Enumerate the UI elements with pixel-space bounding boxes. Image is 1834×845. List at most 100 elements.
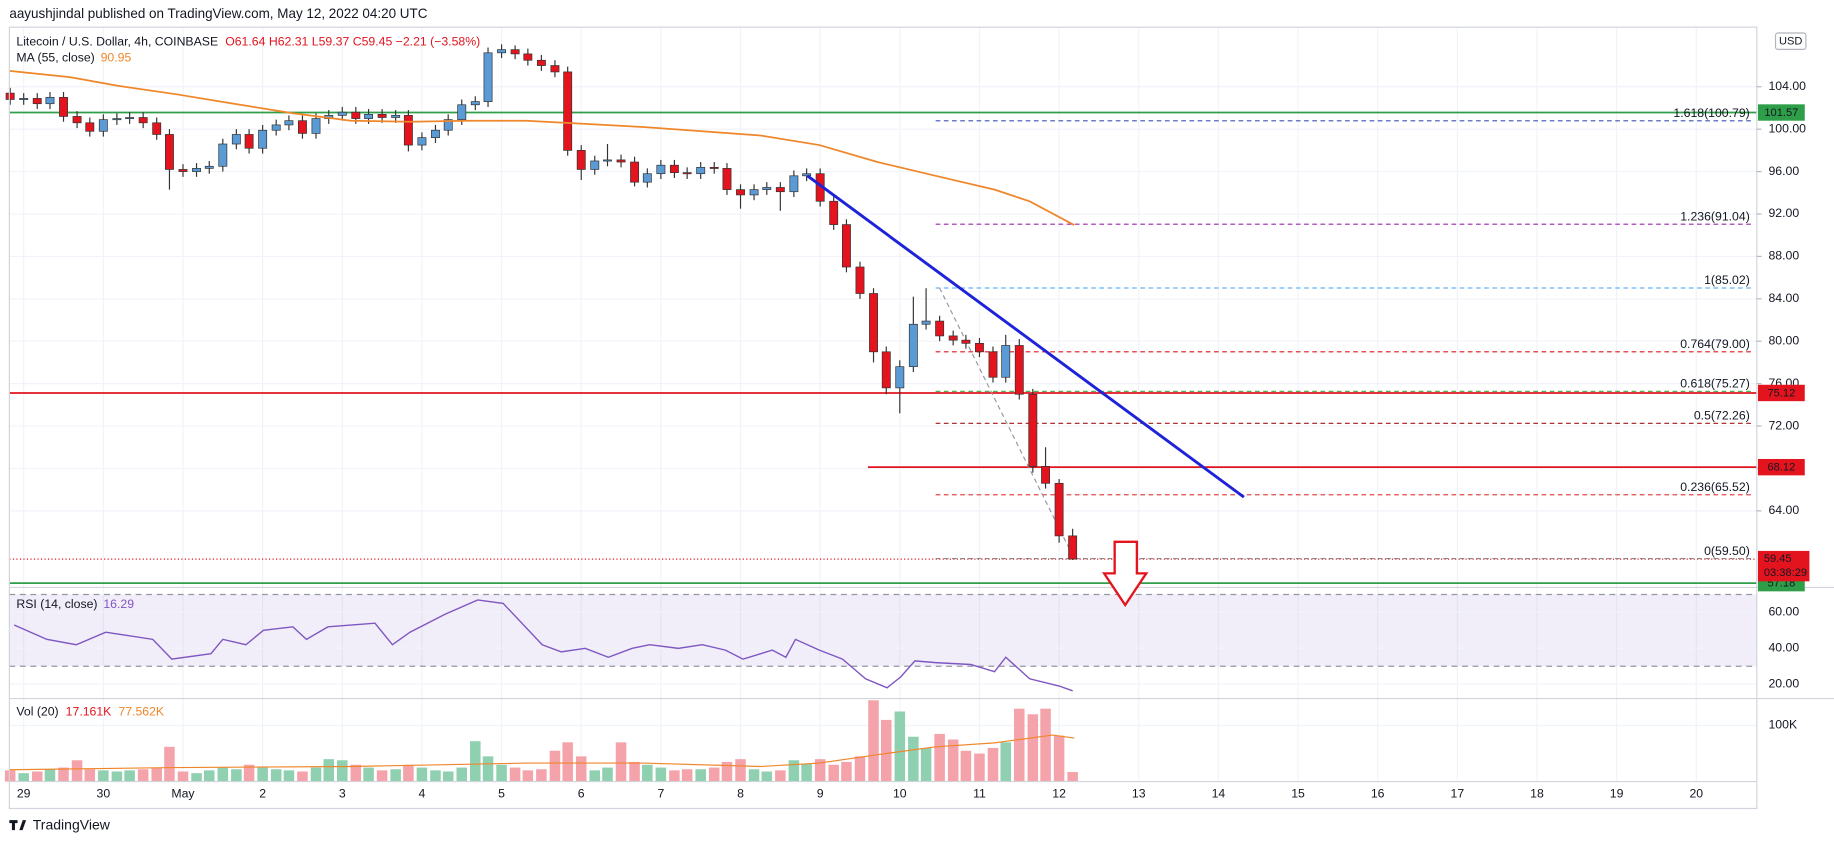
footer-logo: TradingView xyxy=(9,817,111,833)
rsi-tick-label: 60.00 xyxy=(1769,605,1800,619)
candle-body xyxy=(789,175,799,193)
candle-body xyxy=(881,351,891,389)
volume-bar xyxy=(536,769,547,782)
volume-bar xyxy=(403,764,414,782)
x-tick-label: 16 xyxy=(1371,787,1385,801)
volume-bar xyxy=(177,771,189,782)
candle-body xyxy=(457,104,467,120)
volume-bar xyxy=(496,764,507,782)
rsi-legend: RSI (14, close) 16.29 xyxy=(16,597,134,611)
volume-bar xyxy=(695,769,706,782)
volume-bar xyxy=(350,764,362,782)
rsi-tick-label: 40.00 xyxy=(1769,641,1800,655)
candle-body xyxy=(895,366,905,389)
y-tick-label: 88.00 xyxy=(1769,249,1800,263)
y-tick-label: 92.00 xyxy=(1769,206,1800,220)
candle-body xyxy=(72,116,82,124)
volume-ma-line xyxy=(9,734,1075,771)
candle-body xyxy=(709,166,719,169)
volume-bar xyxy=(456,767,468,782)
symbol-title: Litecoin / U.S. Dollar, 4h, COINBASE xyxy=(16,35,218,49)
volume-bar xyxy=(217,767,229,782)
candle-body xyxy=(576,150,586,170)
candle-body xyxy=(590,160,600,170)
volume-bar xyxy=(708,767,720,782)
x-tick-label: 5 xyxy=(498,787,505,801)
fib-label: 0.618(75.27) xyxy=(1680,377,1750,391)
volume-legend: Vol (20) 17.161K 77.562K xyxy=(16,705,165,719)
volume-bar xyxy=(987,747,999,782)
candle-body xyxy=(231,134,241,145)
volume-bar xyxy=(363,767,374,782)
candle-body xyxy=(298,120,307,134)
volume-bar xyxy=(881,719,892,782)
candle-body xyxy=(364,113,374,119)
volume-bar xyxy=(164,746,175,782)
x-tick-label: 3 xyxy=(339,787,346,801)
rsi-value: 16.29 xyxy=(103,597,134,611)
volume-bar xyxy=(191,773,202,782)
candle-body xyxy=(443,119,453,131)
currency-box[interactable] xyxy=(1774,32,1807,50)
last-price-label: 59.45 xyxy=(1764,553,1792,565)
candle-body xyxy=(841,224,851,268)
x-tick-label: 19 xyxy=(1610,787,1624,801)
volume-value: 17.161K xyxy=(66,705,113,719)
volume-bar xyxy=(4,770,16,782)
volume-bar xyxy=(1027,714,1039,782)
candle-body xyxy=(417,137,427,146)
candle-body xyxy=(204,165,214,169)
candle-body xyxy=(921,320,931,325)
volume-bar xyxy=(84,769,96,782)
candle-body xyxy=(1068,535,1078,560)
volume-bar xyxy=(98,770,109,782)
volume-bar xyxy=(934,733,945,782)
volume-bar xyxy=(323,759,335,782)
currency[interactable]: USD xyxy=(1779,36,1802,48)
volume-bar xyxy=(868,700,879,782)
candle-body xyxy=(244,134,254,149)
volume-bar xyxy=(270,769,282,782)
candle-body xyxy=(98,119,108,132)
volume-bar xyxy=(231,769,242,782)
ma-value: 90.95 xyxy=(101,51,132,65)
candle-body xyxy=(351,111,361,119)
volume-bar xyxy=(137,769,149,782)
candle-body xyxy=(762,187,772,190)
candle-body xyxy=(550,65,560,73)
candle-body xyxy=(192,168,201,172)
publisher: aayushjindal published on TradingView.co… xyxy=(9,6,427,21)
volume-bar xyxy=(642,764,653,782)
x-tick-label: 12 xyxy=(1052,787,1066,801)
candle-body xyxy=(165,134,174,170)
price-label: 68.12 xyxy=(1767,462,1795,474)
volume-bar xyxy=(111,771,123,782)
candle-body xyxy=(775,187,785,193)
price-label-box xyxy=(1757,104,1805,121)
candle-body xyxy=(45,97,55,105)
candle-body xyxy=(1014,345,1024,395)
fib-label: 1.618(100.79) xyxy=(1673,106,1749,120)
x-tick-label: 18 xyxy=(1530,787,1544,801)
y-tick-label: 64.00 xyxy=(1769,503,1800,517)
grid xyxy=(9,27,1757,782)
candle-body xyxy=(563,71,573,151)
y-tick-label: 84.00 xyxy=(1769,291,1800,305)
volume-bar xyxy=(615,742,627,782)
volume-bar xyxy=(522,770,534,782)
candle-body xyxy=(32,98,42,105)
price-label-box xyxy=(1757,384,1805,402)
footer-brand: TradingView xyxy=(33,817,111,833)
volume-bar xyxy=(18,773,29,782)
x-tick-label: 20 xyxy=(1689,787,1703,801)
volume-bar xyxy=(947,739,959,782)
candle-body xyxy=(616,159,626,163)
candle-body xyxy=(510,49,520,55)
volume-bar xyxy=(681,769,693,782)
rsi-tick-label: 20.00 xyxy=(1769,676,1800,690)
candle-body xyxy=(669,164,679,173)
candle-body xyxy=(961,339,971,344)
y-tick-label: 80.00 xyxy=(1769,333,1800,347)
candle-body xyxy=(59,97,68,117)
